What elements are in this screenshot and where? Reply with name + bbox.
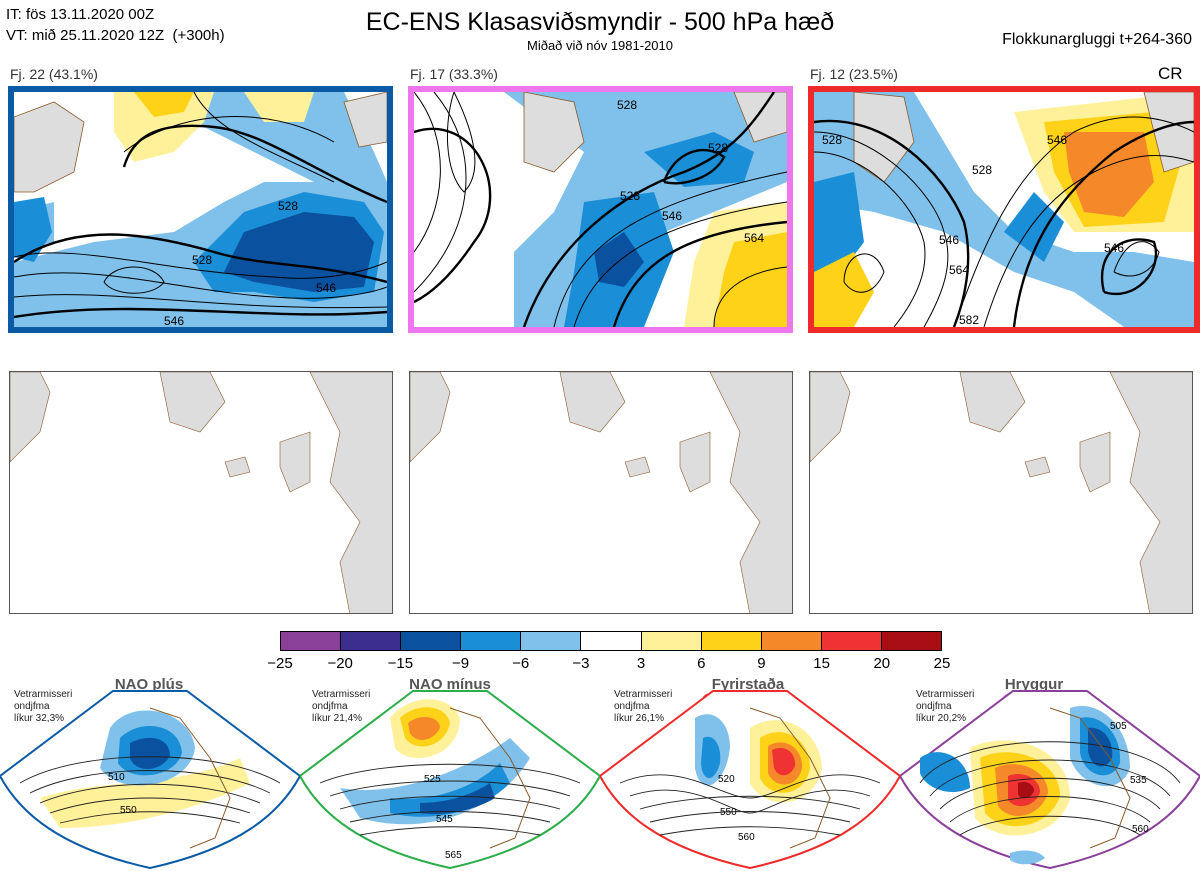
regime-3-contour-label: 520 bbox=[718, 774, 735, 785]
colorbar-tick-label: −15 bbox=[387, 655, 414, 672]
colorbar-segment bbox=[581, 632, 642, 650]
cluster-3-contour-label: 528 bbox=[822, 133, 842, 147]
cluster-3-contour-label: 546 bbox=[1104, 241, 1124, 255]
empty-map-2 bbox=[409, 371, 793, 614]
regime-3-map: 520 550 560 bbox=[600, 690, 900, 870]
cluster-3-contour-label: 564 bbox=[949, 263, 969, 277]
cluster-2-contour-label: 528 bbox=[617, 98, 637, 112]
colorbar-tick-label: 25 bbox=[933, 655, 951, 672]
regime-2-contour-label: 565 bbox=[445, 850, 462, 861]
colorbar-tick-label: −6 bbox=[512, 655, 530, 672]
valid-time: VT: mið 25.11.2020 12Z (+300h) bbox=[6, 27, 225, 44]
regime-3-note: Vetrarmisseri ondjfma líkur 26,1% bbox=[614, 689, 673, 724]
colorbar-segment bbox=[761, 632, 822, 650]
cluster-3-contour-label: 528 bbox=[972, 163, 992, 177]
cluster-1-label: Fj. 22 (43.1%) bbox=[10, 66, 98, 82]
colorbar-segment bbox=[281, 632, 342, 650]
colorbar-tick-label: −9 bbox=[451, 655, 470, 672]
regime-1-contour-label: 510 bbox=[108, 772, 125, 783]
colorbar-segment bbox=[341, 632, 402, 650]
colorbar-tick-label: −25 bbox=[267, 655, 293, 672]
cluster-3-contour-label: 546 bbox=[939, 233, 959, 247]
cluster-3-contour-label: 546 bbox=[1047, 133, 1067, 147]
cluster-1-contour-label: 546 bbox=[316, 281, 336, 295]
page-subtitle: Miðað við nóv 1981-2010 bbox=[527, 38, 673, 53]
regime-2-contour-label: 525 bbox=[424, 774, 441, 785]
header-times: IT: fös 13.11.2020 00Z VT: mið 25.11.202… bbox=[6, 4, 225, 46]
colorbar-segment bbox=[821, 632, 882, 650]
regime-4-contour-label: 505 bbox=[1110, 721, 1127, 732]
colorbar-segment bbox=[461, 632, 522, 650]
cluster-2-map: 528 528 528 546 564 bbox=[408, 86, 793, 333]
regime-3-contour-label: 560 bbox=[738, 832, 755, 843]
cluster-2-label: Fj. 17 (33.3%) bbox=[410, 66, 498, 82]
regime-4-contour-label: 535 bbox=[1130, 775, 1147, 786]
regime-1-note: Vetrarmisseri ondjfma líkur 32,3% bbox=[14, 689, 73, 724]
cluster-2-contour-label: 528 bbox=[708, 141, 728, 155]
cluster-1-contour-label: 528 bbox=[192, 253, 212, 267]
regime-1-name: NAO plús bbox=[114, 676, 184, 693]
colorbar-segment bbox=[401, 632, 462, 650]
colorbar-tick-label: 9 bbox=[757, 655, 766, 672]
cluster-1-contour-label: 546 bbox=[164, 314, 184, 327]
regime-1-map: 510 550 bbox=[0, 690, 300, 870]
cluster-1-map: 528 528 546 546 564 bbox=[8, 86, 393, 333]
cluster-3-label: Fj. 12 (23.5%) bbox=[810, 66, 898, 82]
cr-label: CR bbox=[1158, 64, 1183, 83]
colorbar bbox=[280, 631, 942, 651]
regime-2-note: Vetrarmisseri ondjfma líkur 21,4% bbox=[312, 689, 371, 724]
colorbar-tick-label: 20 bbox=[873, 655, 891, 672]
regime-4-contour-label: 560 bbox=[1132, 824, 1149, 835]
empty-map-1 bbox=[9, 371, 393, 614]
colorbar-tick-label: 6 bbox=[697, 655, 706, 672]
cluster-1-contour-label: 564 bbox=[284, 325, 304, 327]
colorbar-segment bbox=[881, 632, 942, 650]
regime-2-map: 525 545 565 bbox=[300, 690, 600, 870]
cluster-2-contour-label: 528 bbox=[620, 189, 640, 203]
cluster-2-contour-label: 564 bbox=[744, 231, 764, 245]
cluster-3-map: 528 546 546 528 546 564 582 bbox=[808, 86, 1200, 333]
classification-window: Flokkunargluggi t+264-360 bbox=[1002, 31, 1192, 48]
cluster-1-contour-label: 528 bbox=[278, 199, 298, 213]
regime-3-name: Fyrirstaða bbox=[711, 676, 785, 693]
colorbar-tick-label: 15 bbox=[813, 655, 830, 672]
regime-3-contour-label: 550 bbox=[720, 807, 737, 818]
regime-2-contour-label: 545 bbox=[436, 814, 453, 825]
regime-4-note: Vetrarmisseri ondjfma líkur 20,2% bbox=[916, 689, 975, 724]
page-title: EC-ENS Klasasviðsmyndir - 500 hPa hæð bbox=[365, 8, 835, 36]
cluster-2-contour-label: 546 bbox=[662, 209, 682, 223]
cluster-3-contour-label: 582 bbox=[959, 313, 979, 327]
colorbar-segment bbox=[521, 632, 582, 650]
regime-2-name: NAO mínus bbox=[409, 676, 491, 693]
regime-4-map: 505 535 560 bbox=[900, 690, 1200, 870]
regime-4-name: Hryggur bbox=[1004, 676, 1064, 693]
initial-time: IT: fös 13.11.2020 00Z bbox=[6, 6, 155, 23]
colorbar-segment bbox=[701, 632, 762, 650]
regime-1-contour-label: 550 bbox=[120, 805, 137, 816]
colorbar-segment bbox=[641, 632, 702, 650]
colorbar-tick-label: −20 bbox=[327, 655, 353, 672]
colorbar-tick-label: −3 bbox=[572, 655, 590, 672]
empty-map-3 bbox=[809, 371, 1193, 614]
colorbar-tick-label: 3 bbox=[636, 655, 646, 672]
